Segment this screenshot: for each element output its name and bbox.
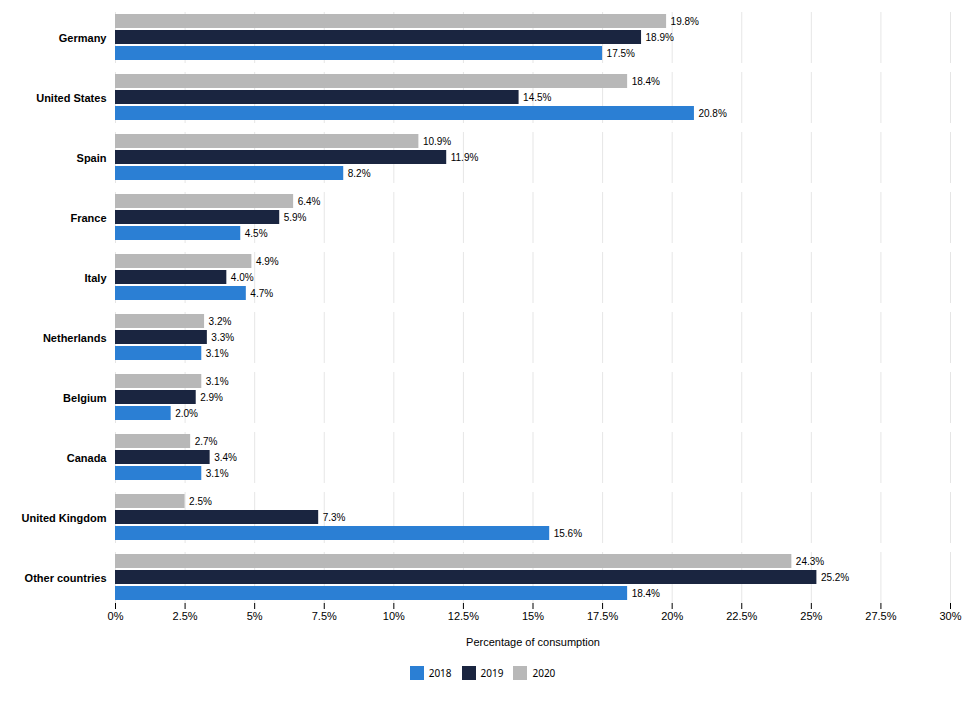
svg-text:Spain: Spain: [77, 152, 107, 164]
svg-text:19.8%: 19.8%: [671, 16, 699, 27]
svg-text:20.8%: 20.8%: [698, 108, 726, 119]
svg-text:Italy: Italy: [84, 272, 107, 284]
svg-text:United Kingdom: United Kingdom: [22, 512, 107, 524]
html-text:2020: 2020: [532, 665, 556, 680]
svg-text:3.4%: 3.4%: [214, 452, 237, 463]
svg-text:4.5%: 4.5%: [245, 228, 268, 239]
svg-text:15%: 15%: [522, 610, 544, 622]
svg-text:17.5%: 17.5%: [587, 610, 618, 622]
svg-text:18.4%: 18.4%: [632, 76, 660, 87]
svg-text:4.0%: 4.0%: [231, 272, 254, 283]
svg-text:France: France: [70, 212, 106, 224]
svg-text:3.1%: 3.1%: [206, 468, 229, 479]
svg-text:10.9%: 10.9%: [423, 136, 451, 147]
svg-text:2.5%: 2.5%: [173, 610, 198, 622]
svg-text:3.2%: 3.2%: [209, 316, 232, 327]
svg-text:2.0%: 2.0%: [175, 408, 198, 419]
svg-text:27.5%: 27.5%: [865, 610, 896, 622]
svg-text:5.9%: 5.9%: [284, 212, 307, 223]
svg-text:3.3%: 3.3%: [211, 332, 234, 343]
svg-text:United States: United States: [36, 92, 106, 104]
svg-text:4.7%: 4.7%: [250, 288, 273, 299]
svg-text:8.2%: 8.2%: [348, 168, 371, 179]
svg-text:2.7%: 2.7%: [195, 436, 218, 447]
svg-text:Percentage of consumption: Percentage of consumption: [466, 636, 600, 648]
svg-text:Canada: Canada: [67, 452, 108, 464]
svg-text:30%: 30%: [939, 610, 961, 622]
svg-text:Germany: Germany: [59, 32, 108, 44]
svg-text:15.6%: 15.6%: [554, 528, 582, 539]
html-text:2018: 2018: [428, 665, 452, 680]
svg-text:25.2%: 25.2%: [821, 572, 849, 583]
svg-text:Belgium: Belgium: [63, 392, 107, 404]
svg-text:0%: 0%: [108, 610, 124, 622]
svg-text:17.5%: 17.5%: [607, 48, 635, 59]
svg-text:18.9%: 18.9%: [646, 32, 674, 43]
svg-text:7.3%: 7.3%: [323, 512, 346, 523]
svg-text:5%: 5%: [247, 610, 263, 622]
svg-text:10%: 10%: [383, 610, 405, 622]
svg-text:3.1%: 3.1%: [206, 348, 229, 359]
svg-text:2.9%: 2.9%: [200, 392, 223, 403]
svg-text:24.3%: 24.3%: [796, 556, 824, 567]
svg-text:12.5%: 12.5%: [448, 610, 479, 622]
svg-text:14.5%: 14.5%: [523, 92, 551, 103]
svg-text:7.5%: 7.5%: [312, 610, 337, 622]
svg-text:Netherlands: Netherlands: [43, 332, 107, 344]
svg-text:2.5%: 2.5%: [189, 496, 212, 507]
svg-text:20%: 20%: [661, 610, 683, 622]
svg-text:25%: 25%: [800, 610, 822, 622]
html-text:2019: 2019: [480, 665, 504, 680]
svg-text:Other countries: Other countries: [25, 572, 107, 584]
svg-text:4.9%: 4.9%: [256, 256, 279, 267]
svg-text:22.5%: 22.5%: [726, 610, 757, 622]
svg-text:3.1%: 3.1%: [206, 376, 229, 387]
svg-text:18.4%: 18.4%: [632, 588, 660, 599]
svg-text:11.9%: 11.9%: [451, 152, 479, 163]
svg-text:6.4%: 6.4%: [298, 196, 321, 207]
